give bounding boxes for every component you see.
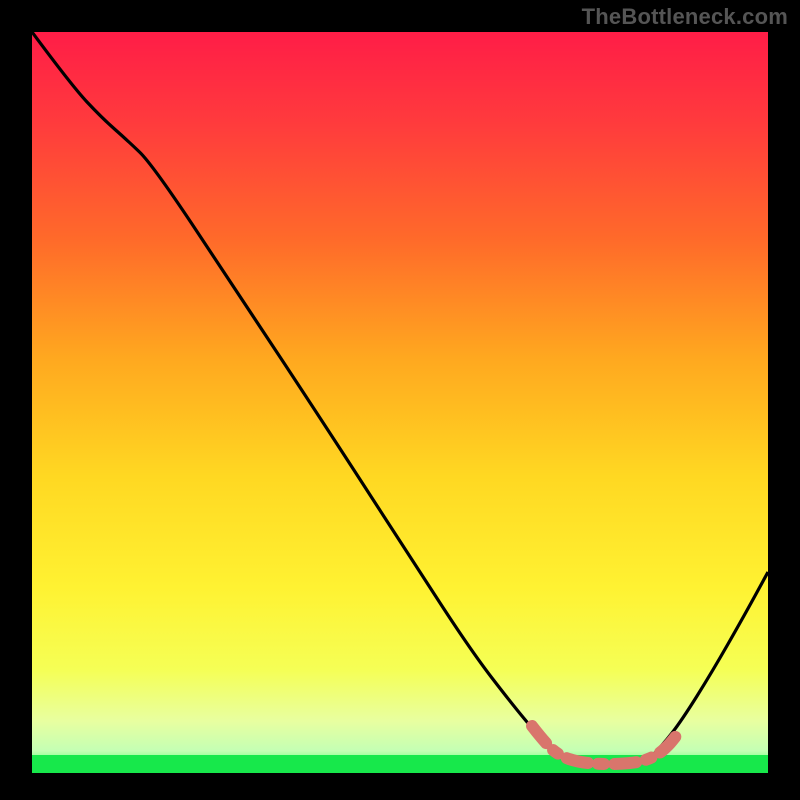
watermark-text: TheBottleneck.com — [582, 4, 788, 30]
bottleneck-curve-left — [32, 32, 560, 757]
bottleneck-curve-right — [650, 572, 768, 758]
chart-frame: TheBottleneck.com — [0, 0, 800, 800]
valley-highlight — [532, 726, 676, 764]
plot-area — [32, 32, 768, 773]
curve-layer — [32, 32, 768, 773]
